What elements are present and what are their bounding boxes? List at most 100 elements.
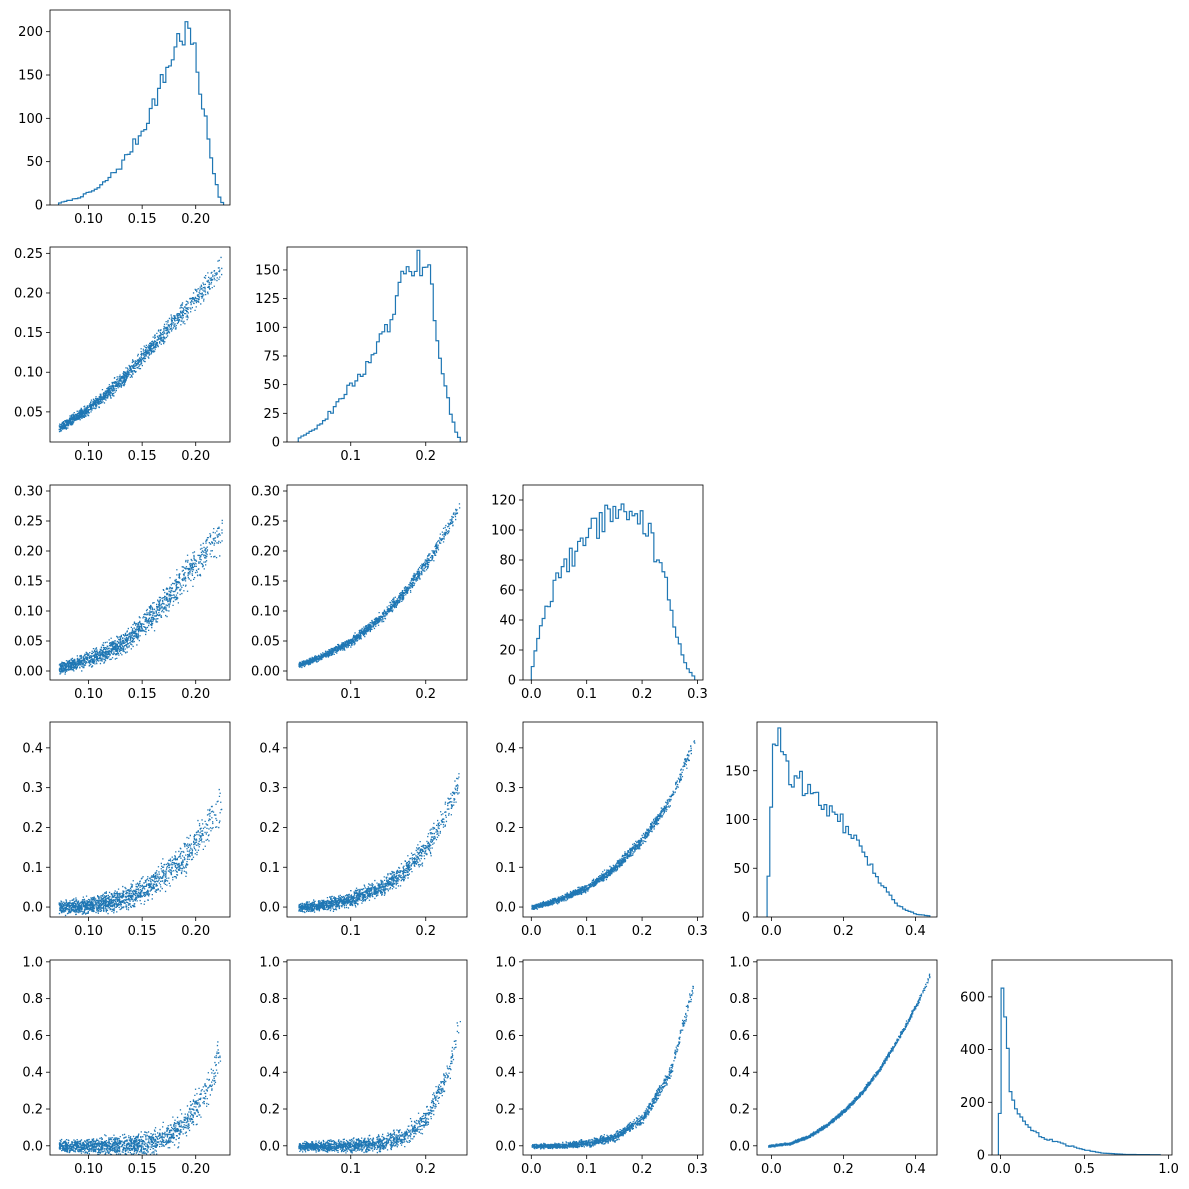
x-tick-label: 0.20 bbox=[181, 687, 210, 702]
y-tick-label: 0.6 bbox=[22, 1029, 43, 1044]
panel-r0-c0: 0.10 0.15 0.20 0 50 100 150 200 bbox=[18, 9, 231, 227]
y-tick-label: 200 bbox=[18, 25, 43, 40]
y-tick-label: 125 bbox=[255, 292, 280, 307]
y-tick-label: 0.05 bbox=[14, 635, 43, 650]
panel-r3-c3-marks bbox=[766, 727, 931, 917]
y-tick-label: 0.1 bbox=[259, 861, 280, 876]
y-tick-label: 0.0 bbox=[729, 1139, 750, 1154]
panel-r1-c1-marks bbox=[297, 249, 461, 442]
y-tick-label: 0.4 bbox=[259, 1066, 280, 1081]
y-tick-label: 0.0 bbox=[259, 1139, 280, 1154]
scatter-points bbox=[58, 1041, 222, 1155]
panel-r3-c3: 0.0 0.2 0.4 0 50 100 150 bbox=[725, 721, 938, 939]
x-tick-label: 0.2 bbox=[415, 687, 436, 702]
y-tick-label: 0.2 bbox=[495, 1103, 516, 1118]
y-tick-label: 0.2 bbox=[22, 1103, 43, 1118]
x-tick-label: 0.10 bbox=[74, 212, 103, 227]
y-tick-label: 0.1 bbox=[22, 861, 43, 876]
x-tick-label: 0.1 bbox=[576, 1162, 597, 1177]
panel-r1-c0: 0.10 0.15 0.20 0.05 0.10 0.15 0.20 0.25 bbox=[14, 246, 231, 464]
y-tick-label: 1.0 bbox=[259, 955, 280, 970]
x-tick-label: 0.15 bbox=[128, 212, 157, 227]
y-tick-label: 0.15 bbox=[14, 326, 43, 341]
x-tick-label: 0.5 bbox=[1074, 1162, 1095, 1177]
y-tick-label: 60 bbox=[499, 584, 516, 599]
y-tick-label: 0 bbox=[977, 1149, 985, 1164]
axes-frame bbox=[522, 959, 704, 1156]
y-tick-label: 0.4 bbox=[495, 741, 516, 756]
axes-frame bbox=[49, 721, 231, 918]
y-tick-label: 20 bbox=[499, 644, 516, 659]
y-tick-label: 1.0 bbox=[729, 955, 750, 970]
scatter-points bbox=[298, 1021, 461, 1154]
x-tick-label: 0.15 bbox=[128, 924, 157, 939]
x-tick-label: 0.15 bbox=[128, 449, 157, 464]
y-tick-label: 0.6 bbox=[729, 1029, 750, 1044]
y-tick-label: 50 bbox=[26, 155, 43, 170]
y-tick-label: 0.8 bbox=[259, 992, 280, 1007]
y-tick-label: 0 bbox=[508, 674, 516, 689]
y-tick-label: 75 bbox=[263, 349, 280, 364]
y-tick-label: 1.0 bbox=[22, 955, 43, 970]
panel-r4-c2: 0.0 0.1 0.2 0.3 0.0 0.2 0.4 0.6 0.8 1.0 bbox=[495, 955, 707, 1177]
x-tick-label: 0.1 bbox=[340, 687, 361, 702]
x-tick-label: 0.0 bbox=[521, 1162, 542, 1177]
y-tick-label: 80 bbox=[499, 554, 516, 569]
x-tick-label: 0.1 bbox=[340, 924, 361, 939]
panel-r4-c0-marks bbox=[58, 1041, 222, 1155]
y-tick-label: 0.20 bbox=[251, 545, 280, 560]
scatter-points bbox=[58, 256, 223, 433]
y-tick-label: 0.00 bbox=[251, 665, 280, 680]
panel-r2-c0-marks bbox=[58, 519, 223, 675]
panel-r4-c1-marks bbox=[298, 1021, 461, 1154]
panel-r4-c1: 0.1 0.2 0.0 0.2 0.4 0.6 0.8 1.0 bbox=[259, 955, 468, 1177]
histogram-step bbox=[997, 987, 1161, 1155]
y-tick-label: 0.4 bbox=[495, 1066, 516, 1081]
x-tick-label: 0.20 bbox=[181, 924, 210, 939]
y-tick-label: 0 bbox=[272, 436, 280, 451]
x-tick-label: 0.20 bbox=[181, 212, 210, 227]
y-tick-label: 100 bbox=[255, 321, 280, 336]
y-tick-label: 0.25 bbox=[14, 247, 43, 262]
y-tick-label: 0 bbox=[35, 199, 43, 214]
y-tick-label: 0.15 bbox=[251, 575, 280, 590]
y-tick-label: 50 bbox=[733, 862, 750, 877]
y-tick-label: 200 bbox=[960, 1096, 985, 1111]
axes-frame bbox=[522, 484, 704, 681]
panel-r4-c4-marks bbox=[997, 987, 1161, 1155]
axes-frame bbox=[49, 9, 231, 206]
y-tick-label: 40 bbox=[499, 614, 516, 629]
panel-r1-c1: 0.1 0.2 0 25 50 75 100 125 150 bbox=[255, 246, 468, 464]
y-tick-label: 0.8 bbox=[729, 992, 750, 1007]
y-tick-label: 0.3 bbox=[22, 781, 43, 796]
x-tick-label: 0.2 bbox=[632, 1162, 653, 1177]
axes-frame bbox=[522, 721, 704, 918]
x-tick-label: 0.3 bbox=[687, 687, 708, 702]
y-tick-label: 0.2 bbox=[259, 1103, 280, 1118]
y-tick-label: 0.3 bbox=[259, 781, 280, 796]
y-tick-label: 0 bbox=[742, 911, 750, 926]
panel-r4-c0: 0.10 0.15 0.20 0.0 0.2 0.4 0.6 0.8 1.0 bbox=[22, 955, 231, 1177]
x-tick-label: 0.1 bbox=[340, 449, 361, 464]
x-tick-label: 0.10 bbox=[74, 1162, 103, 1177]
x-tick-label: 0.0 bbox=[521, 687, 542, 702]
y-tick-label: 0.10 bbox=[14, 605, 43, 620]
y-tick-label: 25 bbox=[263, 407, 280, 422]
y-tick-label: 50 bbox=[263, 378, 280, 393]
y-tick-label: 0.30 bbox=[14, 485, 43, 500]
scatter-points bbox=[298, 773, 460, 914]
panel-r2-c1: 0.1 0.2 0.00 0.05 0.10 0.15 0.20 0.25 0.30 bbox=[251, 485, 468, 702]
panel-r4-c3: 0.0 0.2 0.4 0.0 0.2 0.4 0.6 0.8 1.0 bbox=[729, 955, 938, 1177]
y-tick-label: 0.6 bbox=[495, 1029, 516, 1044]
y-tick-label: 0.0 bbox=[495, 1139, 516, 1154]
x-tick-label: 0.2 bbox=[632, 687, 653, 702]
axes-frame bbox=[756, 959, 938, 1156]
x-tick-label: 0.1 bbox=[576, 924, 597, 939]
y-tick-label: 600 bbox=[960, 990, 985, 1005]
x-tick-label: 0.15 bbox=[128, 1162, 157, 1177]
y-tick-label: 0.0 bbox=[259, 901, 280, 916]
x-tick-label: 0.3 bbox=[687, 924, 708, 939]
x-tick-label: 0.1 bbox=[340, 1162, 361, 1177]
y-tick-label: 0.30 bbox=[251, 485, 280, 500]
